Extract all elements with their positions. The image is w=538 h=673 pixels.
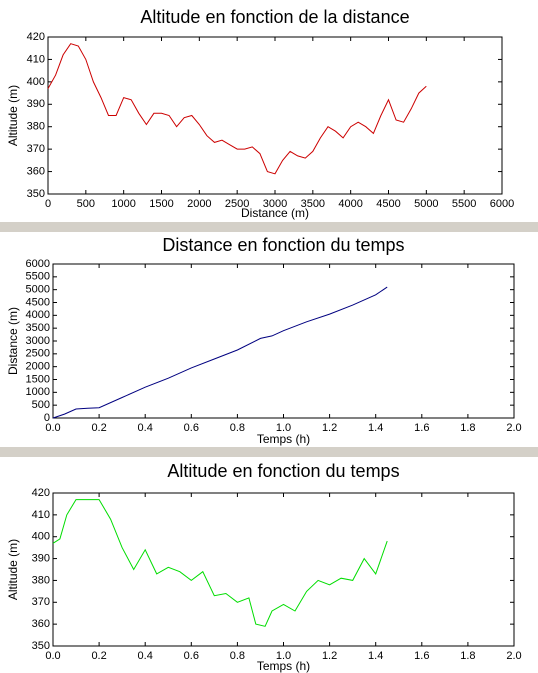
y-tick-label: 380 [32, 574, 50, 586]
x-axis-label: Temps (h) [257, 432, 310, 446]
chart-title: Distance en fonction du temps [162, 235, 404, 255]
y-tick-label: 360 [27, 165, 45, 177]
x-tick-label: 0.4 [138, 422, 153, 434]
y-tick-label: 2000 [26, 361, 50, 373]
x-tick-label: 1.8 [460, 422, 475, 434]
y-tick-label: 5500 [26, 271, 50, 283]
x-tick-label: 6000 [490, 198, 514, 210]
separator [0, 447, 538, 457]
y-tick-label: 1000 [26, 386, 50, 398]
x-tick-label: 2.0 [506, 650, 521, 662]
y-tick-label: 360 [32, 618, 50, 630]
x-tick-label: 0 [45, 198, 51, 210]
x-tick-label: 5000 [414, 198, 438, 210]
x-tick-label: 1.0 [276, 650, 291, 662]
x-tick-label: 1.4 [368, 650, 383, 662]
chart-title: Altitude en fonction du temps [167, 461, 399, 481]
x-tick-label: 3500 [301, 198, 325, 210]
x-tick-label: 0.6 [184, 422, 199, 434]
x-tick-label: 5500 [452, 198, 476, 210]
chart-title: Altitude en fonction de la distance [140, 7, 409, 27]
y-tick-label: 400 [32, 531, 50, 543]
x-tick-label: 1.2 [322, 422, 337, 434]
y-tick-label: 420 [27, 31, 45, 43]
x-tick-label: 0.8 [230, 650, 245, 662]
y-tick-label: 3500 [26, 322, 50, 334]
plot-area [52, 492, 515, 647]
y-axis-label: Distance (m) [6, 307, 20, 375]
y-tick-label: 380 [27, 121, 45, 133]
x-axis-label: Distance (m) [241, 206, 309, 220]
y-tick-label: 420 [32, 487, 50, 499]
x-tick-label: 0.6 [184, 650, 199, 662]
x-tick-label: 1.2 [322, 650, 337, 662]
x-tick-label: 3000 [263, 198, 287, 210]
y-tick-label: 3000 [26, 335, 50, 347]
x-tick-label: 1.6 [414, 650, 429, 662]
x-tick-label: 0.4 [138, 650, 153, 662]
x-tick-label: 0.8 [230, 422, 245, 434]
y-tick-label: 0 [44, 412, 50, 424]
y-tick-label: 410 [32, 509, 50, 521]
x-tick-label: 2500 [225, 198, 249, 210]
x-tick-label: 0.2 [91, 422, 106, 434]
y-tick-label: 1500 [26, 373, 50, 385]
x-tick-label: 500 [77, 198, 95, 210]
y-tick-label: 370 [32, 596, 50, 608]
x-tick-label: 4000 [338, 198, 362, 210]
y-tick-label: 6000 [26, 258, 50, 270]
x-tick-label: 1.0 [276, 422, 291, 434]
x-tick-label: 1.4 [368, 422, 383, 434]
x-tick-label: 1.8 [460, 650, 475, 662]
y-tick-label: 350 [32, 640, 50, 652]
x-tick-label: 0.0 [45, 422, 60, 434]
y-tick-label: 390 [27, 98, 45, 110]
data-line [52, 499, 388, 627]
separator [0, 222, 538, 232]
x-tick-label: 1500 [149, 198, 173, 210]
y-tick-label: 4000 [26, 309, 50, 321]
x-tick-label: 1.6 [414, 422, 429, 434]
y-tick-label: 400 [27, 76, 45, 88]
x-tick-label: 2000 [187, 198, 211, 210]
plot-area [52, 263, 515, 419]
x-axis-label: Temps (h) [257, 659, 310, 673]
x-tick-label: 2.0 [506, 422, 521, 434]
plot-area [47, 36, 503, 195]
y-tick-label: 4500 [26, 296, 50, 308]
data-line [52, 286, 388, 419]
y-tick-label: 500 [32, 399, 50, 411]
y-axis-label: Altitude (m) [6, 85, 20, 146]
y-tick-label: 350 [27, 188, 45, 200]
x-tick-label: 4500 [376, 198, 400, 210]
y-tick-label: 5000 [26, 284, 50, 296]
x-tick-label: 0.0 [45, 650, 60, 662]
data-line [47, 43, 427, 175]
x-tick-label: 0.2 [91, 650, 106, 662]
x-tick-label: 1000 [111, 198, 135, 210]
y-tick-label: 370 [27, 143, 45, 155]
y-tick-label: 390 [32, 552, 50, 564]
y-tick-label: 2500 [26, 348, 50, 360]
y-axis-label: Altitude (m) [6, 539, 20, 600]
y-tick-label: 410 [27, 53, 45, 65]
